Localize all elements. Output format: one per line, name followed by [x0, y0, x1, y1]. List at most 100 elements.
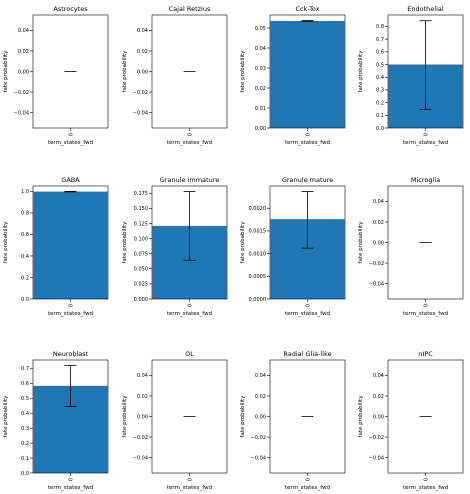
y-tick-label: 0.0 — [376, 126, 384, 132]
subplot-title: Granule immature — [160, 176, 219, 184]
y-tick-label: 0.7 — [21, 366, 29, 372]
y-tick-label: −0.02 — [369, 261, 384, 267]
x-axis-label: term_states_fwd — [167, 485, 212, 491]
y-tick-label: 0.000 — [134, 297, 148, 303]
y-tick-label: −0.04 — [133, 110, 148, 116]
subplot-11: nIPC −0.04 −0.02 0.00 0.02 0.04 0 term_states_f… — [358, 350, 464, 491]
y-tick-label: 0.6 — [376, 50, 384, 56]
y-tick-label: 0.4 — [376, 75, 384, 81]
subplot-title: GABA — [61, 176, 80, 184]
y-tick-label: −0.04 — [133, 455, 148, 461]
y-tick-label: 0.03 — [255, 66, 266, 72]
y-tick-label: 0.04 — [137, 28, 148, 34]
subplot-title: Granule mature — [282, 176, 333, 184]
y-tick-label: −0.04 — [369, 455, 384, 461]
y-tick-label: 0.4 — [21, 254, 29, 260]
subplot-10: Radial Glia-like −0.04 −0.02 0.00 0.02 0.04 0 t… — [240, 350, 346, 491]
y-tick-label: 0.075 — [134, 251, 148, 257]
subplot-2: Cck-Tox 0.00 0.01 0.02 0.03 0.04 0.05 0 term_sta… — [240, 5, 346, 146]
y-tick-label: 0.02 — [255, 394, 266, 400]
y-tick-label: 0.00 — [255, 126, 266, 132]
y-tick-label: 0.050 — [134, 267, 148, 273]
subplot-9: OL −0.04 −0.02 0.00 0.02 0.04 0 term_states_fwd… — [122, 350, 228, 491]
y-tick-label: 0.5 — [376, 62, 384, 68]
x-tick-label: 0 — [423, 133, 429, 136]
y-axis-label: fate probability — [240, 395, 246, 438]
y-tick-label: −0.02 — [133, 435, 148, 441]
y-tick-label: −0.04 — [14, 110, 29, 116]
y-tick-label: 0.00 — [373, 240, 384, 246]
y-tick-label: 0.3 — [21, 426, 29, 432]
y-tick-label: −0.02 — [251, 435, 266, 441]
y-axis-label: fate probability — [3, 395, 9, 438]
y-tick-label: 0.2 — [21, 441, 29, 447]
y-tick-label: −0.02 — [14, 90, 29, 96]
x-axis-label: term_states_fwd — [285, 311, 330, 317]
y-tick-label: 0.8 — [21, 211, 29, 217]
y-tick-label: 0.04 — [137, 373, 148, 379]
bar — [270, 21, 345, 128]
y-axis-label: fate probability — [240, 221, 246, 264]
y-tick-label: 0.04 — [255, 46, 266, 52]
x-tick-label: 0 — [305, 478, 311, 481]
x-axis-label: term_states_fwd — [403, 485, 448, 491]
x-axis-label: term_states_fwd — [167, 140, 212, 146]
x-axis-label: term_states_fwd — [285, 485, 330, 491]
y-tick-label: −0.02 — [369, 435, 384, 441]
y-tick-label: 0.1 — [376, 113, 384, 119]
x-axis-label: term_states_fwd — [285, 140, 330, 146]
x-axis-label: term_states_fwd — [403, 140, 448, 146]
y-tick-label: 0.6 — [21, 381, 29, 387]
subplot-title: Cck-Tox — [295, 5, 319, 13]
x-axis-label: term_states_fwd — [48, 140, 93, 146]
y-tick-label: 0.0010 — [249, 251, 267, 257]
x-axis-label: term_states_fwd — [48, 311, 93, 317]
x-tick-label: 0 — [187, 133, 193, 136]
x-tick-label: 0 — [305, 304, 311, 307]
subplot-0: Astrocytes −0.04 −0.02 0.00 0.02 0.04 0 term_st… — [3, 5, 109, 146]
y-axis-label: fate probability — [358, 221, 364, 264]
y-tick-label: 0.5 — [21, 396, 29, 402]
y-tick-label: 0.04 — [18, 28, 29, 34]
x-tick-label: 0 — [305, 133, 311, 136]
x-axis-label: term_states_fwd — [403, 311, 448, 317]
y-tick-label: 0.150 — [134, 206, 148, 212]
y-axis-label: fate probability — [358, 50, 364, 93]
y-tick-label: 0.0020 — [249, 206, 267, 212]
y-tick-label: 0.0005 — [249, 274, 267, 280]
y-tick-label: 1.0 — [21, 189, 29, 195]
subplot-title: Radial Glia-like — [283, 350, 331, 358]
y-tick-label: 0.05 — [255, 26, 266, 32]
subplot-6: Granule mature 0.0000 0.0005 0.0010 0.0015 0.… — [240, 176, 346, 317]
y-tick-label: 0.175 — [134, 191, 148, 197]
y-tick-label: 0.4 — [21, 411, 29, 417]
y-axis-label: fate probability — [122, 221, 128, 264]
subplot-title: Astrocytes — [53, 5, 88, 13]
y-tick-label: −0.02 — [133, 90, 148, 96]
y-tick-label: 0.100 — [134, 236, 148, 242]
y-tick-label: 0.02 — [18, 49, 29, 55]
y-tick-label: 0.0000 — [249, 297, 267, 303]
subplot-5: Granule immature 0.000 0.025 0.050 0.075 0.10… — [122, 176, 228, 317]
subplot-title: Neuroblast — [53, 350, 89, 358]
y-tick-label: 0.00 — [18, 69, 29, 75]
y-tick-label: −0.04 — [369, 281, 384, 287]
x-axis-label: term_states_fwd — [167, 311, 212, 317]
y-tick-label: 0.8 — [376, 24, 384, 30]
y-tick-label: 0.7 — [376, 37, 384, 43]
subplot-title: Endothelial — [407, 5, 444, 13]
y-axis-label: fate probability — [122, 50, 128, 93]
y-tick-label: 0.1 — [21, 456, 29, 462]
bar — [33, 191, 108, 299]
y-axis-label: fate probability — [358, 395, 364, 438]
y-axis-label: fate probability — [122, 395, 128, 438]
x-tick-label: 0 — [423, 478, 429, 481]
subplot-7: Microglia −0.04 −0.02 0.00 0.02 0.04 0 term_sta… — [358, 176, 464, 317]
subplot-1: Cajal Retzius −0.04 −0.02 0.00 0.02 0.04 0 term… — [122, 5, 228, 146]
y-tick-label: 0.3 — [376, 88, 384, 94]
y-tick-label: 0.6 — [21, 232, 29, 238]
y-tick-label: 0.02 — [373, 220, 384, 226]
y-tick-label: 0.025 — [134, 282, 148, 288]
y-tick-label: 0.02 — [255, 86, 266, 92]
